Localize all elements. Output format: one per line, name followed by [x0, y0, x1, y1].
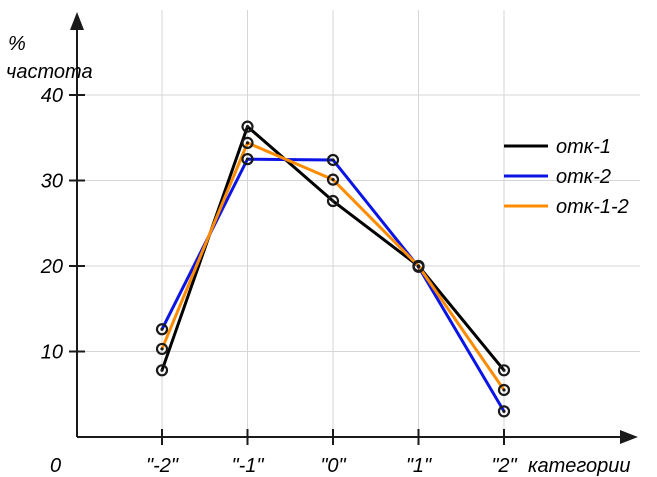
legend-label: отк-1-2 — [556, 196, 629, 218]
data-point-center — [160, 327, 164, 331]
data-point — [241, 153, 254, 166]
x-axis-label: категории — [528, 455, 630, 477]
axes — [70, 12, 638, 444]
y-tick-label: 10 — [41, 342, 63, 364]
origin-label: 0 — [50, 455, 61, 477]
data-point — [497, 405, 511, 418]
data-point-center — [160, 347, 164, 351]
data-point — [326, 194, 340, 208]
series-group — [155, 120, 511, 418]
y-tick-label: 30 — [41, 171, 63, 193]
data-point — [241, 136, 254, 149]
data-point-center — [502, 368, 506, 372]
x-tick-label: "1" — [406, 455, 432, 477]
y-axis-symbol: % — [8, 33, 26, 55]
data-point-center — [160, 368, 164, 372]
x-tick-label: "-1" — [232, 455, 265, 477]
data-point — [326, 173, 340, 186]
data-point — [497, 364, 511, 377]
data-point — [326, 153, 340, 167]
ticks: 10 20 30 40 "-2" "-1" "0" "1" "2" — [40, 85, 518, 477]
data-point-center — [331, 158, 335, 162]
data-point-center — [502, 388, 506, 392]
legend-label: отк-2 — [556, 166, 611, 188]
data-point-center — [245, 141, 250, 145]
legend-label: отк-1 — [556, 136, 611, 158]
data-point — [412, 259, 425, 273]
grid — [77, 10, 640, 437]
x-tick-label: "0" — [320, 455, 346, 477]
data-point — [497, 383, 511, 397]
x-tick-label: "2" — [491, 455, 517, 477]
x-axis-arrow — [620, 430, 638, 444]
data-point-center — [502, 409, 506, 413]
y-axis-arrow — [70, 12, 84, 30]
data-point-center — [331, 178, 335, 182]
data-point-center — [245, 125, 250, 129]
data-point — [241, 120, 254, 133]
x-tick-label: "-2" — [146, 455, 179, 477]
data-point-center — [245, 157, 250, 161]
data-point-center — [416, 264, 421, 268]
data-point — [155, 364, 169, 377]
y-tick-label: 20 — [40, 256, 63, 278]
data-point-center — [331, 199, 335, 203]
y-tick-label: 40 — [41, 85, 63, 107]
data-point — [155, 323, 169, 336]
y-axis-label: частота — [6, 61, 93, 83]
data-point — [155, 342, 169, 356]
legend: отк-1 отк-2 отк-1-2 — [504, 136, 629, 218]
